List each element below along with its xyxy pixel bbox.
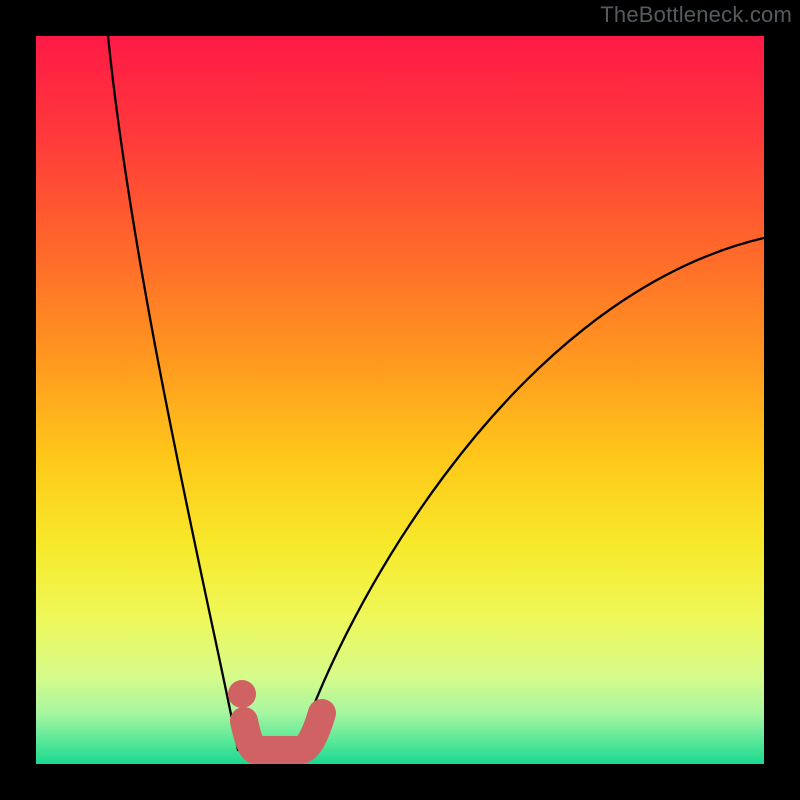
- highlight-marker-dot: [228, 680, 256, 708]
- watermark-text: TheBottleneck.com: [600, 2, 792, 28]
- chart-frame: TheBottleneck.com: [0, 0, 800, 800]
- bottleneck-chart-svg: [0, 0, 800, 800]
- plot-background: [36, 36, 764, 764]
